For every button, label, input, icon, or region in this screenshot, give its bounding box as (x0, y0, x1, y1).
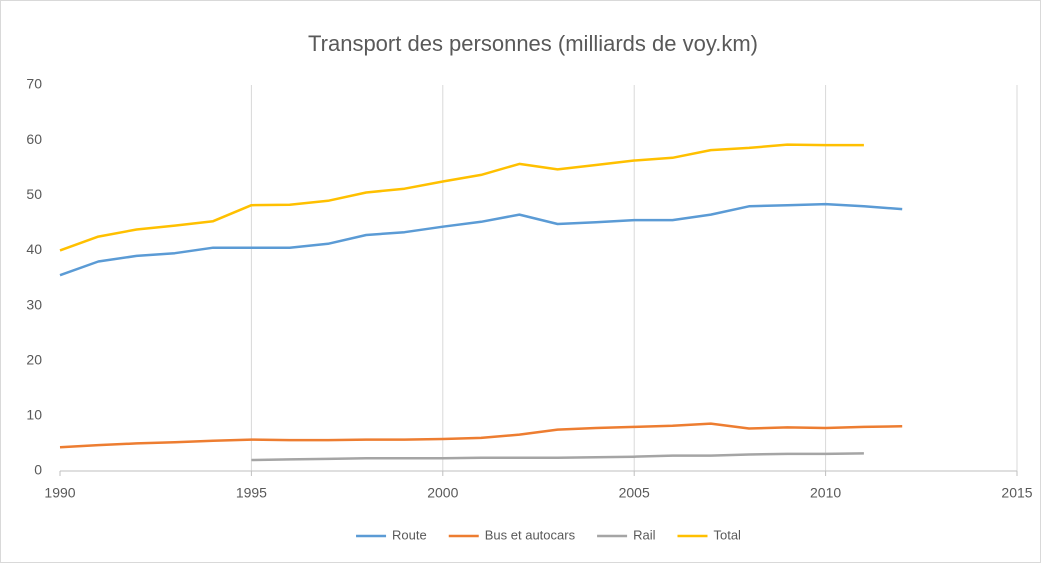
series-line (59, 143, 864, 252)
series-line (59, 202, 903, 277)
y-tick-label: 0 (34, 462, 42, 478)
y-tick-label: 30 (26, 296, 42, 312)
x-tick-label: 1995 (236, 485, 267, 501)
x-tick-label: 2000 (427, 485, 458, 501)
chart-title: Transport des personnes (milliards de vo… (308, 31, 758, 56)
x-tick-label: 2015 (1001, 485, 1032, 501)
y-tick-label: 20 (26, 351, 42, 367)
y-tick-label: 50 (26, 186, 42, 202)
y-tick-label: 60 (26, 131, 42, 147)
y-tick-label: 40 (26, 241, 42, 257)
legend-label: Bus et autocars (485, 527, 576, 542)
y-tick-label: 10 (26, 407, 42, 423)
series-line (59, 422, 903, 449)
legend-label: Rail (633, 527, 656, 542)
legend-label: Route (392, 527, 427, 542)
x-tick-label: 1990 (44, 485, 75, 501)
legend-label: Total (713, 527, 741, 542)
series-line (251, 452, 864, 462)
y-tick-label: 70 (26, 76, 42, 92)
x-tick-label: 2010 (810, 485, 841, 501)
x-tick-label: 2005 (619, 485, 650, 501)
